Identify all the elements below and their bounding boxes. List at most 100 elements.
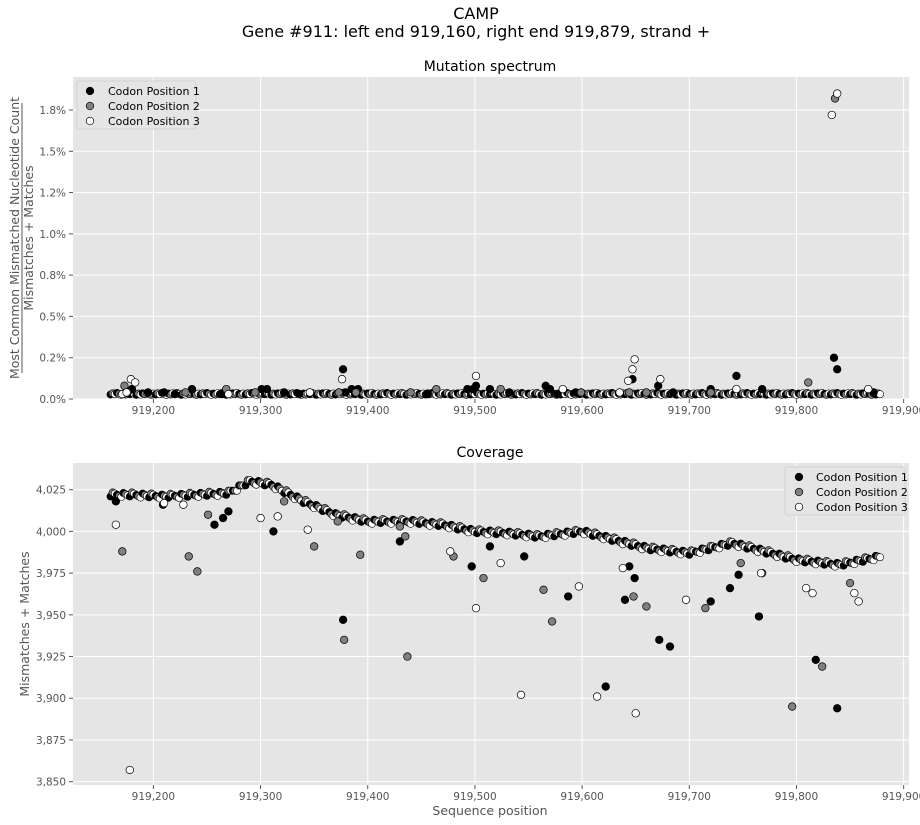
point-codon-position-3 (446, 547, 455, 556)
coverage-grid (73, 463, 909, 785)
point-codon-position-3 (732, 384, 741, 394)
point-codon-position-1 (725, 583, 735, 593)
mutation-spectrum-plot-area (73, 77, 909, 399)
y-tick-label: 3,875 (36, 735, 66, 747)
point-codon-position-1 (338, 615, 348, 624)
point-codon-position-3 (111, 520, 121, 529)
point-codon-position-2 (395, 522, 405, 531)
x-tick-label: 919,200 (132, 791, 175, 803)
point-codon-position-3 (337, 375, 347, 384)
coverage-plot-area (73, 463, 909, 785)
point-codon-position-3 (159, 498, 169, 508)
mutation-spectrum-points (118, 89, 878, 399)
point-codon-position-1 (665, 642, 675, 651)
point-codon-position-1 (601, 682, 610, 691)
point-codon-position-2 (736, 558, 745, 568)
y-tick-label: 3,900 (36, 693, 66, 705)
point-codon-position-3 (864, 384, 873, 394)
point-codon-position-2 (479, 573, 488, 583)
coverage-points (111, 497, 863, 775)
point-codon-position-1 (754, 612, 764, 621)
point-codon-position-3 (827, 110, 836, 120)
mutation-spectrum-y-label: Most Common Mismatched Nucleotide Count … (7, 97, 36, 379)
mutation-spectrum-y-ticks: 0.0% 0.2% 0.5% 0.8% 1.0% 1.2% 1.5% 1.8% (39, 105, 73, 406)
point-codon-position-2 (118, 547, 127, 556)
point-codon-position-3 (618, 563, 627, 573)
point-codon-position-3 (224, 389, 233, 399)
coverage-y-ticks: 3,850 3,875 3,900 3,925 3,950 3,975 4,000 4,025 (36, 485, 73, 789)
point-codon-position-1 (545, 384, 555, 394)
point-codon-position-3 (630, 355, 639, 364)
y-tick-label: 4,025 (36, 485, 66, 497)
y-tick-label: 1.5% (39, 146, 66, 158)
coverage-x-ticks: 919,200 919,300 919,400 919,500 919,600 919,7… (132, 785, 920, 803)
point-codon-position-2 (701, 604, 710, 613)
y-tick-label: 0.2% (39, 353, 66, 365)
y-tick-label: 3,975 (36, 568, 66, 580)
y-tick-label: 1.2% (39, 188, 66, 200)
x-tick-label: 919,800 (775, 405, 818, 417)
point-codon-position-2 (642, 602, 651, 611)
y-tick-label: 3,850 (36, 777, 66, 789)
y-label-numerator: Most Common Mismatched Nucleotide Count (7, 97, 22, 379)
point-codon-position-2 (788, 702, 797, 711)
mutation-spectrum-title: Mutation spectrum (424, 59, 557, 75)
point-codon-position-2 (576, 388, 586, 397)
x-tick-label: 919,700 (668, 791, 711, 803)
point-codon-position-3 (631, 709, 640, 718)
point-codon-position-3 (303, 525, 312, 534)
point-codon-position-2 (845, 578, 855, 588)
point-codon-position-2 (629, 592, 638, 601)
coverage-title: Coverage (456, 445, 523, 461)
point-codon-position-1 (423, 389, 432, 399)
point-codon-position-1 (706, 597, 715, 606)
point-codon-position-2 (203, 510, 213, 519)
point-codon-position-2 (642, 388, 651, 397)
trend-point (876, 553, 884, 562)
point-codon-position-3 (496, 558, 505, 568)
point-codon-position-1 (655, 635, 664, 644)
x-tick-label: 919,500 (453, 791, 496, 803)
point-codon-position-1 (833, 365, 842, 374)
point-codon-position-1 (564, 592, 573, 601)
legend-marker-codon-1 (794, 472, 804, 482)
legend-label-codon-2: Codon Position 2 (816, 486, 908, 499)
mutation-spectrum-x-ticks: 919,200 919,300 919,400 919,500 919,600 919,7… (132, 399, 920, 417)
point-codon-position-1 (485, 384, 495, 394)
legend-label-codon-1: Codon Position 1 (108, 85, 200, 98)
point-codon-position-1 (620, 595, 630, 604)
coverage-legend: Codon Position 1 Codon Position 2 Codon … (784, 466, 908, 516)
x-tick-label: 919,400 (346, 405, 389, 417)
legend-marker-codon-2 (85, 101, 95, 111)
y-tick-label: 0.8% (39, 270, 66, 282)
point-codon-position-3 (305, 388, 315, 397)
point-codon-position-1 (187, 384, 197, 394)
point-codon-position-1 (111, 497, 121, 506)
point-codon-position-1 (170, 389, 179, 399)
point-codon-position-1 (269, 527, 278, 536)
point-codon-position-1 (471, 381, 481, 390)
legend-marker-codon-1 (85, 86, 95, 96)
x-tick-label: 919,300 (239, 405, 282, 417)
x-tick-label: 919,900 (882, 405, 920, 417)
point-codon-position-3 (756, 568, 766, 578)
coverage-x-label: Sequence position (432, 803, 547, 818)
point-codon-position-3 (624, 376, 633, 385)
x-tick-label: 919,200 (132, 405, 175, 417)
point-codon-position-3 (615, 388, 624, 397)
x-tick-label: 919,700 (668, 405, 711, 417)
point-codon-position-3 (833, 89, 842, 98)
point-codon-position-2 (334, 388, 343, 397)
x-tick-label: 919,300 (239, 791, 282, 803)
x-tick-label: 919,800 (775, 791, 818, 803)
figure-subtitle: Gene #911: left end 919,160, right end 9… (242, 22, 710, 41)
y-label-denominator: Mismatches + Matches (21, 165, 36, 310)
point-codon-position-1 (467, 562, 476, 571)
point-codon-position-2 (706, 388, 715, 397)
point-codon-position-3 (574, 582, 584, 591)
coverage-trend-points (106, 476, 884, 571)
point-codon-position-3 (592, 692, 602, 701)
point-codon-position-3 (850, 588, 859, 598)
point-codon-position-1 (224, 507, 233, 516)
point-codon-position-1 (210, 520, 219, 529)
